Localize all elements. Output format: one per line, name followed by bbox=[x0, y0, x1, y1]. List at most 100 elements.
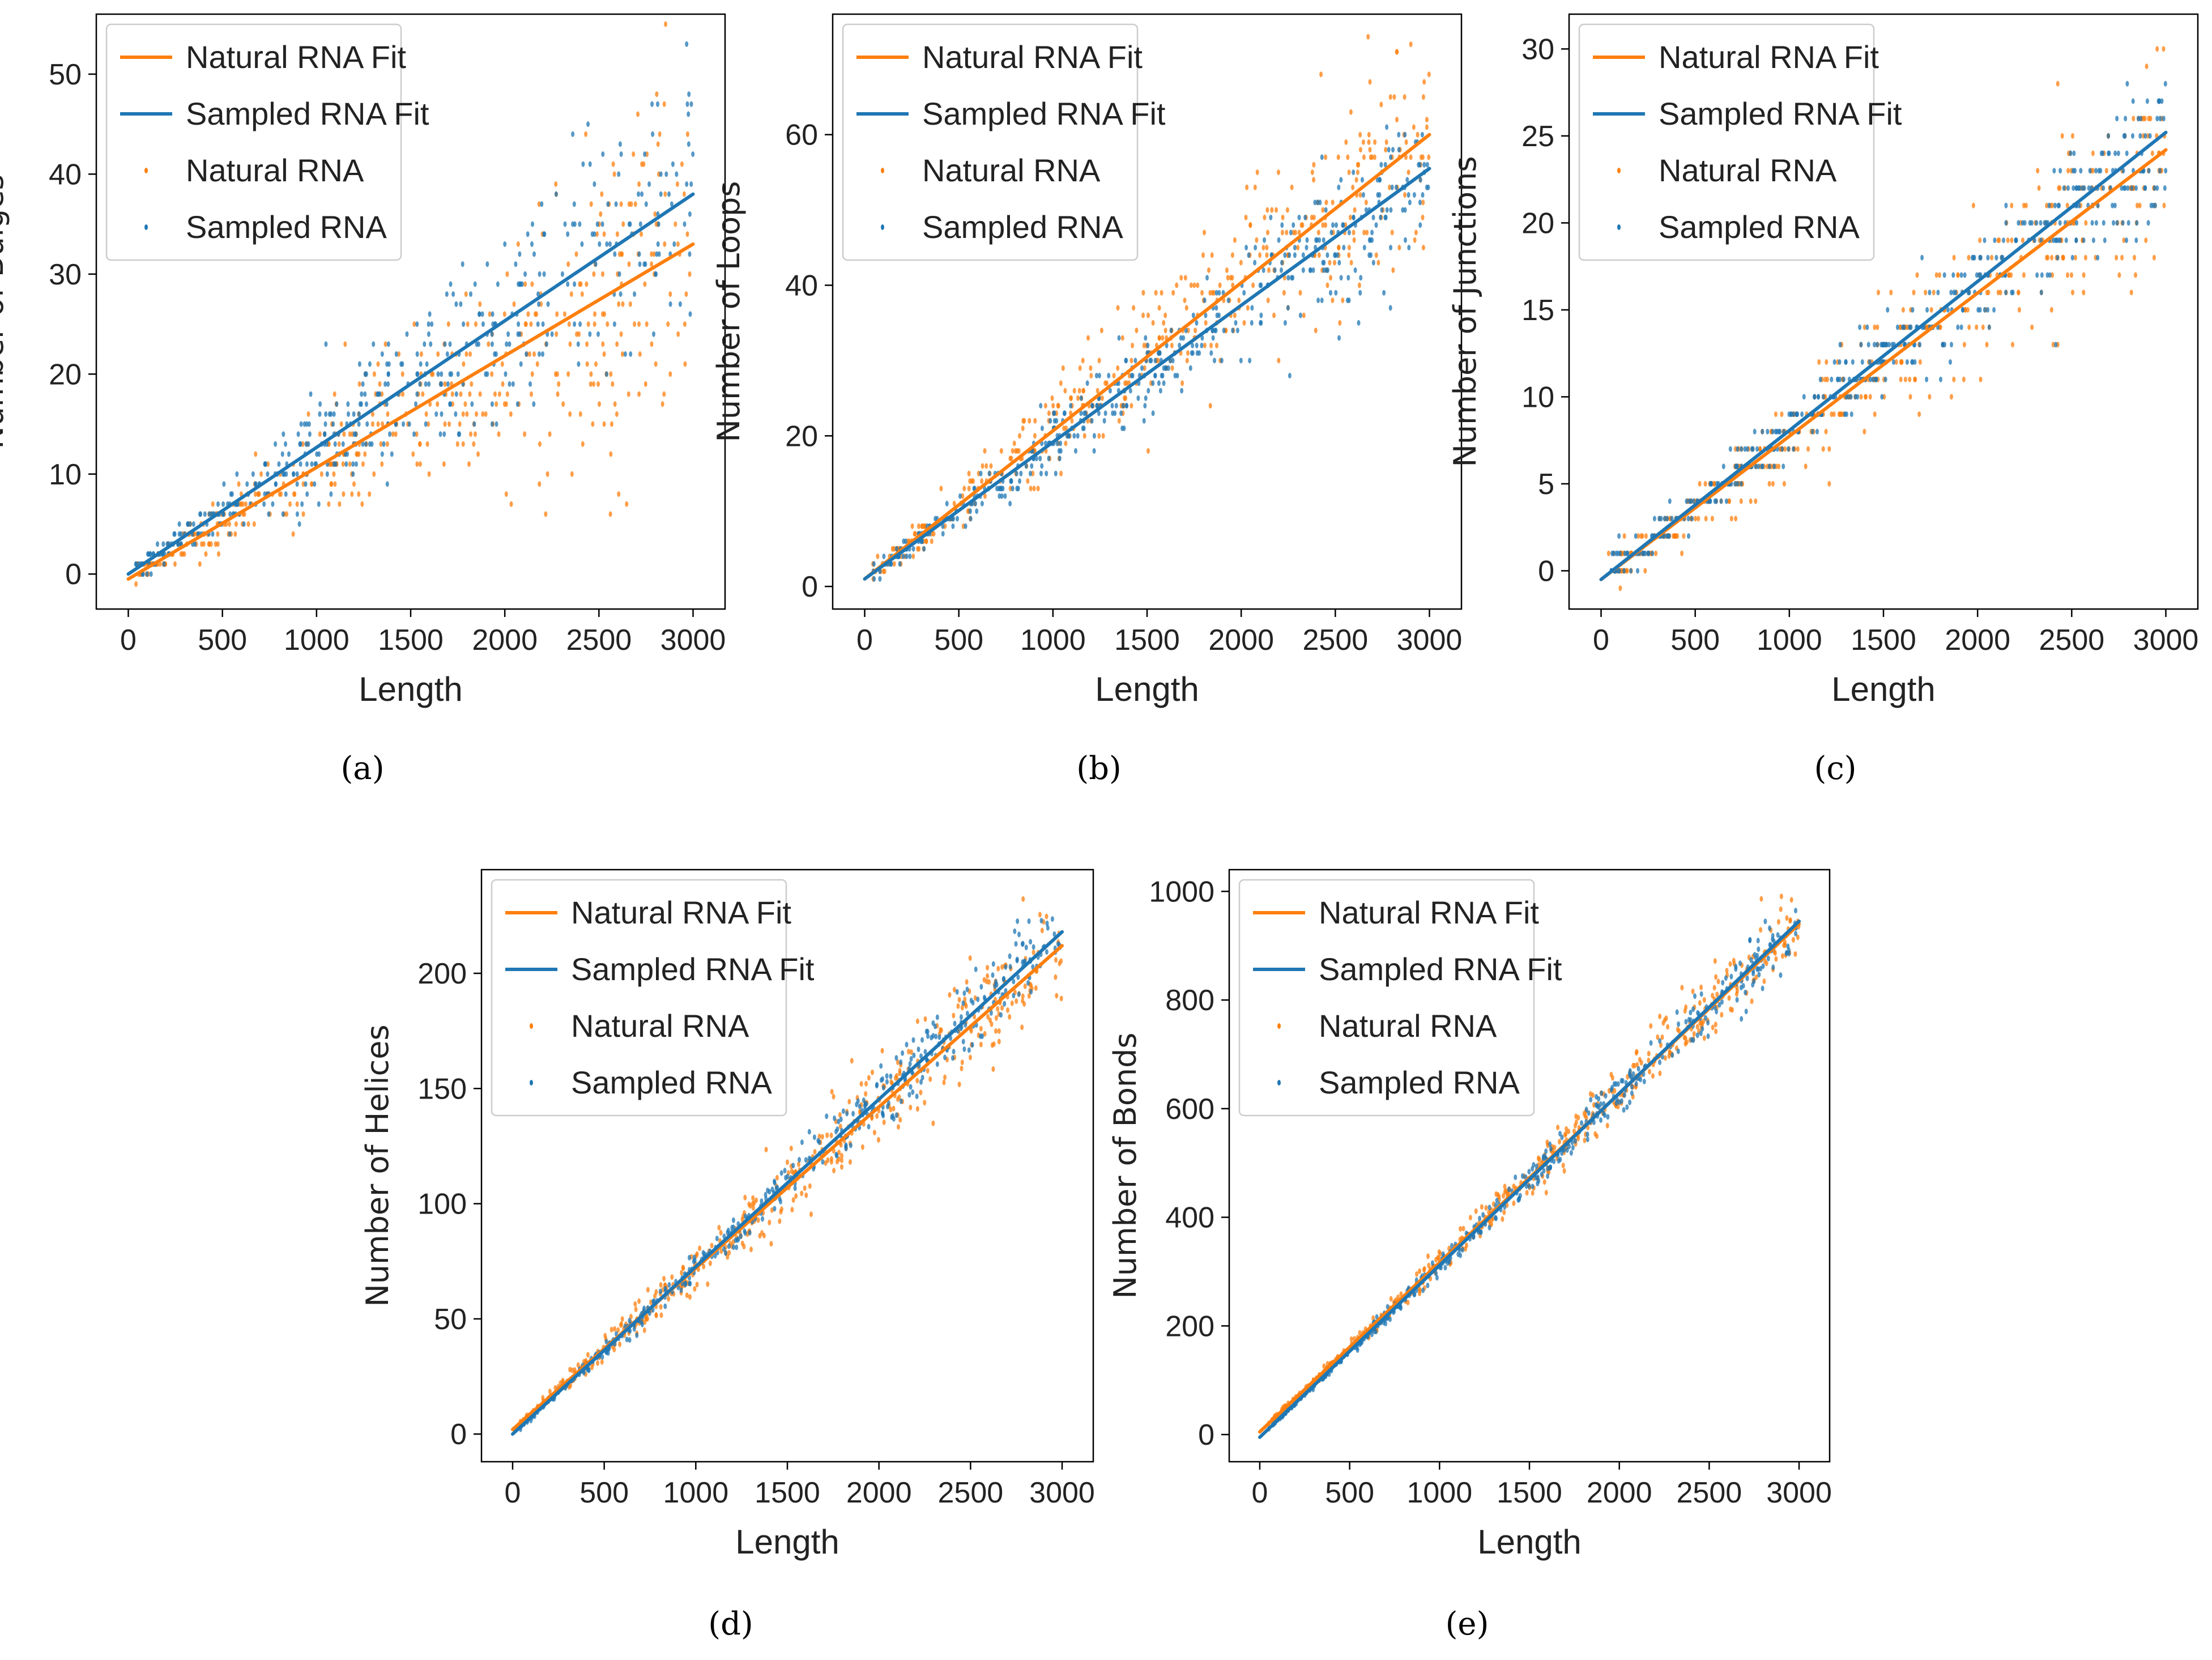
data-point bbox=[1000, 1005, 1004, 1011]
data-point bbox=[650, 101, 654, 107]
data-point bbox=[915, 1018, 919, 1024]
data-point bbox=[459, 391, 463, 397]
x-tick-label: 3000 bbox=[1029, 1476, 1095, 1509]
data-point bbox=[526, 231, 530, 237]
data-point bbox=[423, 341, 427, 347]
data-point bbox=[470, 401, 474, 407]
x-tick-label: 3000 bbox=[1766, 1476, 1832, 1509]
data-point bbox=[1692, 1031, 1696, 1037]
data-point bbox=[1949, 290, 1953, 296]
data-point bbox=[653, 1293, 657, 1299]
data-point bbox=[1478, 1215, 1482, 1221]
data-point bbox=[899, 1098, 903, 1104]
data-point bbox=[775, 1185, 779, 1191]
data-point bbox=[295, 501, 299, 507]
data-point bbox=[2158, 116, 2162, 122]
data-point bbox=[1103, 410, 1107, 416]
data-point bbox=[619, 331, 623, 337]
data-point bbox=[256, 491, 260, 497]
data-point bbox=[1405, 177, 1409, 183]
data-point bbox=[976, 996, 980, 1002]
data-point bbox=[2102, 185, 2106, 191]
data-point bbox=[860, 1144, 864, 1150]
data-point bbox=[418, 461, 422, 467]
data-point bbox=[1180, 380, 1184, 386]
data-point bbox=[1200, 342, 1204, 348]
data-point bbox=[1162, 365, 1166, 371]
data-point bbox=[1251, 282, 1255, 288]
data-point bbox=[1886, 307, 1890, 313]
x-tick-label: 2000 bbox=[472, 624, 538, 657]
data-point bbox=[1640, 533, 1644, 539]
data-point bbox=[1403, 131, 1407, 138]
data-point bbox=[1250, 320, 1254, 326]
data-point bbox=[2021, 237, 2025, 244]
data-point bbox=[632, 1326, 636, 1332]
data-point bbox=[234, 521, 238, 527]
data-point bbox=[1054, 974, 1058, 980]
data-point bbox=[837, 1150, 841, 1156]
data-point bbox=[1792, 446, 1796, 452]
data-point bbox=[1244, 245, 1248, 250]
data-point bbox=[292, 491, 296, 497]
data-point bbox=[181, 551, 185, 557]
data-point bbox=[2024, 202, 2028, 208]
data-point bbox=[2139, 116, 2142, 122]
data-point bbox=[1757, 966, 1761, 972]
data-point bbox=[560, 271, 564, 277]
data-point bbox=[743, 1194, 747, 1201]
data-point bbox=[2115, 254, 2119, 261]
data-point bbox=[2138, 202, 2142, 208]
data-point bbox=[325, 471, 329, 477]
legend-label: Natural RNA Fit bbox=[186, 39, 406, 75]
data-point bbox=[1963, 307, 1967, 313]
data-point bbox=[1691, 498, 1695, 504]
data-point bbox=[592, 381, 595, 387]
data-point bbox=[217, 551, 220, 557]
data-point bbox=[1962, 376, 1966, 382]
data-point bbox=[1729, 516, 1733, 522]
data-point bbox=[149, 571, 153, 577]
data-point bbox=[1357, 282, 1361, 288]
x-tick-label: 1500 bbox=[378, 624, 444, 657]
data-point bbox=[609, 371, 613, 377]
data-point bbox=[1823, 376, 1827, 382]
data-point bbox=[1689, 1017, 1693, 1023]
data-point bbox=[935, 1061, 939, 1067]
data-point bbox=[1514, 1174, 1518, 1180]
data-point bbox=[1054, 470, 1058, 476]
data-point bbox=[620, 1321, 623, 1327]
data-point bbox=[1346, 275, 1350, 281]
data-point bbox=[1298, 312, 1302, 318]
data-point bbox=[1277, 237, 1281, 243]
data-point bbox=[999, 448, 1003, 454]
data-point bbox=[1348, 214, 1352, 220]
data-point bbox=[447, 421, 451, 427]
data-point bbox=[1610, 1075, 1614, 1081]
data-point bbox=[203, 511, 207, 517]
data-point bbox=[2047, 202, 2051, 208]
data-point bbox=[1712, 480, 1716, 487]
data-point bbox=[937, 1034, 941, 1040]
data-point bbox=[1395, 184, 1398, 190]
data-point bbox=[1865, 324, 1869, 330]
data-point bbox=[1051, 403, 1055, 409]
data-point bbox=[1594, 1102, 1598, 1108]
data-point bbox=[1979, 254, 1983, 261]
data-point bbox=[1791, 937, 1795, 943]
data-point bbox=[688, 311, 692, 317]
y-tick-label: 20 bbox=[49, 358, 82, 391]
data-point bbox=[614, 201, 618, 207]
data-point bbox=[1616, 568, 1620, 574]
data-point bbox=[1293, 245, 1297, 250]
data-point bbox=[1247, 252, 1251, 258]
data-point bbox=[474, 321, 478, 327]
y-tick-label: 0 bbox=[65, 558, 82, 591]
data-point bbox=[1349, 259, 1353, 266]
data-point bbox=[1063, 410, 1067, 416]
data-point bbox=[1721, 980, 1725, 986]
data-point bbox=[2022, 272, 2026, 278]
data-point bbox=[1672, 533, 1676, 539]
data-point bbox=[1052, 410, 1056, 416]
data-point bbox=[1663, 516, 1667, 522]
